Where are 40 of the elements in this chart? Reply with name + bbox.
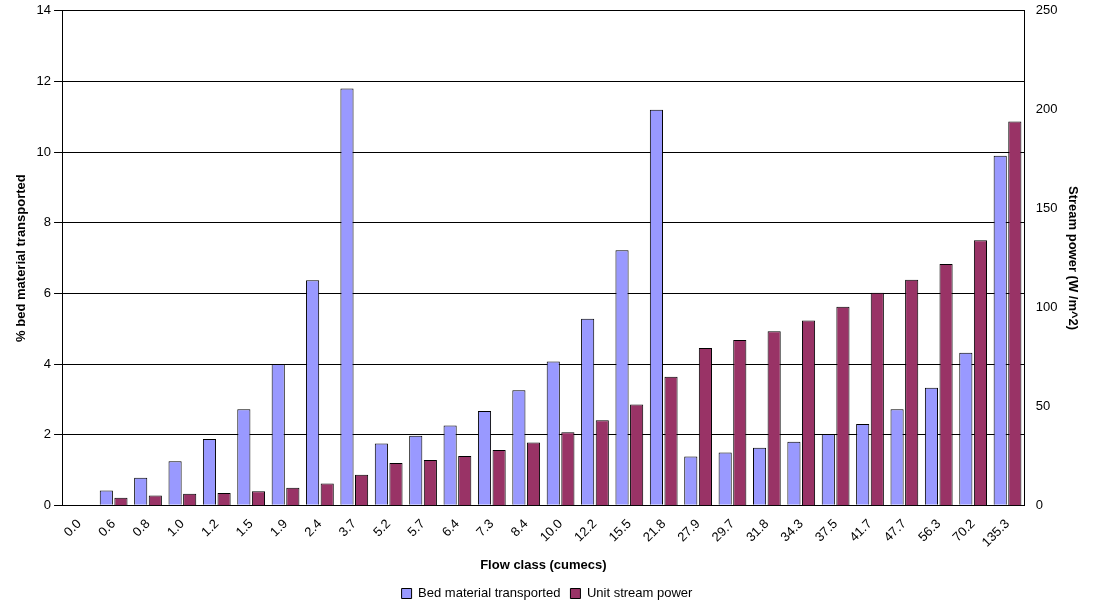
y2-axis-title: Stream power (W /m^2) xyxy=(1065,186,1081,331)
x-tick-label: 5.7 xyxy=(404,515,428,540)
x-tick-label: 3.7 xyxy=(335,515,359,540)
x-tick-label: 8.4 xyxy=(507,515,531,540)
y2-tick-label: 0 xyxy=(1035,496,1043,512)
x-tick-label: 1.9 xyxy=(266,515,291,540)
x-tick-label: 31.8 xyxy=(743,515,772,545)
legend-label: Unit stream power xyxy=(586,585,694,601)
y-tick-label: 14 xyxy=(36,2,52,18)
y-tick-label: 6 xyxy=(43,284,52,300)
x-tick-label: 56.3 xyxy=(914,515,944,545)
y2-tick-label: 100 xyxy=(1035,299,1058,315)
x-tick-label: 34.3 xyxy=(777,515,806,545)
y2-tick-label: 250 xyxy=(1035,2,1058,18)
y2-tick-label: 50 xyxy=(1035,398,1051,414)
y-tick-label: 2 xyxy=(43,426,52,442)
x-tick-label: 1.5 xyxy=(232,515,256,540)
y-tick-label: 8 xyxy=(43,214,52,230)
x-tick-label: 0.6 xyxy=(94,515,119,540)
y-axis-title: % bed material transported xyxy=(13,174,29,342)
x-tick-label: 70.2 xyxy=(949,515,978,545)
y-tick-label: 12 xyxy=(36,73,52,89)
x-tick-label: 2.4 xyxy=(301,515,325,540)
x-tick-label: 10.0 xyxy=(536,515,566,545)
x-tick-label: 1.2 xyxy=(198,515,222,540)
x-tick-label: 0.8 xyxy=(129,515,153,540)
x-tick-label: 7.3 xyxy=(473,515,497,540)
legend-label: Bed material transported xyxy=(418,585,561,601)
x-tick-label: 6.4 xyxy=(438,515,463,540)
x-axis-title: Flow class (cumecs) xyxy=(480,556,607,572)
y2-tick-label: 150 xyxy=(1035,200,1058,216)
x-tick-label: 5.2 xyxy=(369,515,394,540)
y-tick-label: 10 xyxy=(36,143,52,159)
x-tick-label: 47.7 xyxy=(880,515,910,545)
x-tick-label: 0.0 xyxy=(60,515,84,540)
y-tick-label: 4 xyxy=(43,355,52,371)
x-tick-label: 1.0 xyxy=(163,515,188,540)
x-tick-label: 37.5 xyxy=(811,515,841,545)
y-tick-label: 0 xyxy=(43,496,52,512)
y2-tick-label: 200 xyxy=(1035,101,1058,117)
